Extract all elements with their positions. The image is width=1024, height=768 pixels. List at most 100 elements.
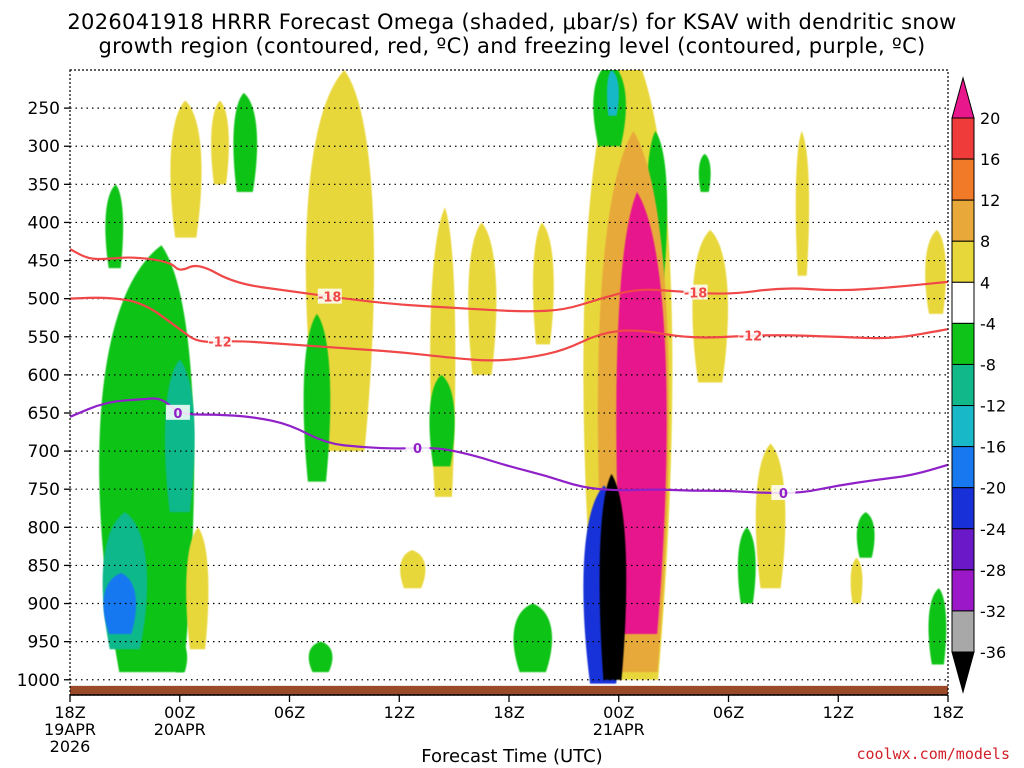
omega-region — [308, 641, 333, 673]
colorbar-label: -8 — [980, 355, 996, 374]
omega-region — [164, 359, 195, 513]
y-tick-label-850: 850 — [28, 556, 60, 576]
y-tick-label-250: 250 — [28, 99, 60, 119]
contour-label-0: 0 — [413, 442, 422, 457]
colorbar-label: 20 — [980, 109, 1000, 128]
colorbar-bin — [951, 528, 975, 571]
colorbar-bin — [951, 446, 975, 489]
colorbar-label: 12 — [980, 191, 1000, 210]
contour-label-bg — [405, 440, 430, 456]
colorbar-bin — [951, 363, 975, 407]
x-tick-label: 00Z — [164, 703, 195, 722]
contour-label-bg — [317, 288, 342, 304]
x-tick-label: 12Z — [823, 703, 854, 722]
terrain-strip — [70, 685, 948, 695]
omega-region — [606, 70, 619, 116]
omega-region — [755, 443, 786, 589]
omega-region — [533, 222, 554, 345]
colorbar-label: 4 — [980, 273, 990, 292]
axes: 250 300 350 400 450 500 550 600 650 700 750 800 850 9… — [17, 69, 964, 756]
contour-label-0: 0 — [173, 407, 182, 422]
colorbar-label: -36 — [980, 643, 1006, 662]
contour-label--18: -18 — [318, 291, 342, 306]
contour-label--12: -12 — [739, 329, 763, 344]
contour-label-0: 0 — [779, 487, 788, 502]
omega-region — [211, 100, 229, 185]
colorbar-bin — [951, 158, 975, 201]
omega-region — [925, 230, 946, 314]
colorbar-label: -16 — [980, 438, 1006, 457]
colorbar-bin — [951, 569, 975, 612]
y-tick-label-750: 750 — [28, 480, 60, 500]
colorbar-bin — [951, 651, 975, 694]
omega-region — [429, 374, 455, 467]
omega-region — [692, 230, 729, 383]
contours: -18 -18 -12 -12 0 0 0 — [70, 248, 948, 502]
omega-region — [856, 512, 875, 558]
contour-label-bg — [771, 485, 796, 501]
y-tick-label-950: 950 — [28, 633, 60, 653]
omega-region — [186, 527, 209, 650]
y-tick-label-900: 900 — [28, 595, 60, 615]
contour-label--12: -12 — [208, 335, 232, 350]
chart-title-line-2: growth region (contoured, red, ºC) and f… — [98, 34, 926, 58]
colorbar-bin — [951, 405, 975, 448]
strong-subsidence — [616, 191, 667, 635]
omega-region — [795, 130, 810, 276]
y-tick-label-550: 550 — [28, 328, 60, 348]
omega-region — [170, 100, 202, 238]
omega-region — [233, 92, 258, 192]
omega-region — [850, 557, 863, 604]
x-tick-label: 12Z — [384, 703, 415, 722]
y-tick-label-800: 800 — [28, 518, 60, 538]
isotherm-contour--18 — [70, 248, 948, 313]
grid-lines — [70, 107, 948, 681]
omega-region — [928, 588, 947, 665]
x-tick-label: 2026 — [50, 737, 91, 756]
x-tick-label: 18Z — [54, 703, 85, 722]
y-tick-label-600: 600 — [28, 366, 60, 386]
omega-region — [513, 603, 553, 673]
x-tick-label: 00Z — [603, 703, 634, 722]
colorbar-label: -24 — [980, 520, 1006, 539]
colorbar-label: 16 — [980, 150, 1000, 169]
x-axis-title: Forecast Time (UTC) — [421, 746, 603, 767]
y-tick-label-700: 700 — [28, 442, 60, 462]
contour-label-bg — [738, 327, 763, 343]
colorbar-bin — [951, 487, 975, 530]
colorbar-label: -28 — [980, 561, 1006, 580]
credit-text: coolwx.com/models — [856, 745, 1010, 763]
y-tick-label-1000: 1000 — [17, 671, 60, 691]
colorbar-bin — [951, 240, 975, 283]
x-tick-label: 18Z — [493, 703, 524, 722]
contour-label-bg — [683, 284, 708, 300]
y-tick-label-650: 650 — [28, 404, 60, 424]
contour-label-bg — [165, 404, 190, 420]
omega-region — [698, 153, 711, 192]
isotherm-contour--12 — [70, 296, 948, 362]
omega-region — [173, 641, 188, 673]
colorbar-bin — [951, 76, 975, 119]
y-tick-label-300: 300 — [28, 137, 60, 157]
y-tick-label-350: 350 — [28, 175, 60, 195]
contour-label--18: -18 — [684, 287, 708, 302]
contour-label-bg — [207, 333, 232, 349]
x-tick-label: 21APR — [593, 720, 645, 739]
y-tick-label-450: 450 — [28, 252, 60, 272]
chart-title-line-1: 2026041918 HRRR Forecast Omega (shaded, … — [67, 10, 957, 34]
y-tick-label-400: 400 — [28, 213, 60, 233]
x-tick-label: 19APR — [44, 720, 96, 739]
colorbar-bin — [951, 117, 975, 160]
x-tick-label: 18Z — [932, 703, 963, 722]
colorbar-bin — [951, 610, 975, 653]
colorbar-bin — [951, 199, 975, 242]
colorbar-label: -4 — [980, 314, 996, 333]
colorbar-label: 8 — [980, 232, 990, 251]
colorbar-bin — [951, 281, 975, 324]
x-tick-label: 06Z — [713, 703, 744, 722]
omega-region — [400, 550, 426, 589]
colorbar-bin — [951, 322, 975, 365]
colorbar-label: -12 — [980, 397, 1006, 416]
x-tick-label: 06Z — [274, 703, 305, 722]
